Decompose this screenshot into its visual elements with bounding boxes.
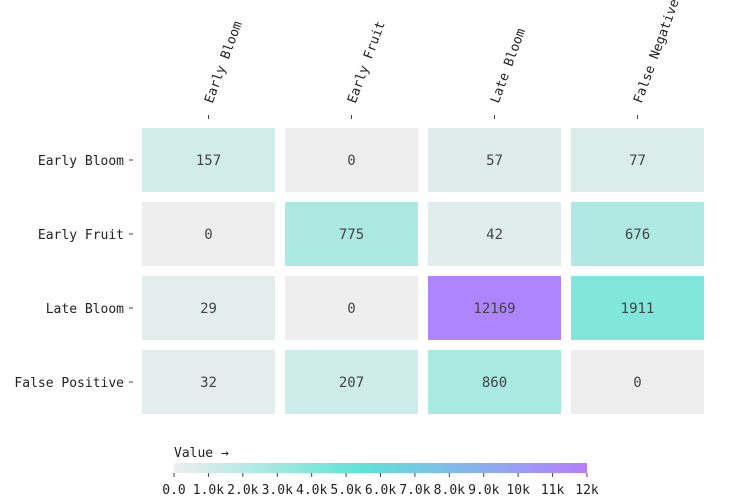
row-label-early-fruit: Early Fruit [38, 228, 124, 243]
color-legend-tick-label: 0.0 [162, 483, 185, 498]
color-legend-tick-label: 11k [541, 483, 565, 498]
heatmap-cell-early-bloom-late-bloom [428, 128, 561, 192]
color-legend-ticks: 0.0 1.0k 2.0k 3.0k 4.0k 5.0k 6.0k 7.0k 8.0k 9.0k 1… [162, 473, 599, 498]
cell-value-label: 1911 [621, 301, 655, 317]
heatmap-cell-late-bloom-false-negative [571, 276, 704, 340]
color-legend-tick-label: 1.0k [193, 483, 224, 498]
heatmap-cell-false-positive-late-bloom [428, 350, 561, 414]
color-legend-tick-label: 6.0k [365, 483, 396, 498]
heatmap-cell-false-positive-false-negative [571, 350, 704, 414]
heatmap-cell-early-fruit-early-fruit [285, 202, 418, 266]
heatmap-cell-early-fruit-early-bloom [142, 202, 275, 266]
cell-value-label: 0 [633, 375, 641, 391]
heatmap-cell-early-bloom-early-fruit [285, 128, 418, 192]
cell-value-label: 775 [339, 227, 364, 243]
color-legend-bar [174, 463, 587, 473]
cell-value-label: 77 [629, 153, 646, 169]
heatmap-cells: 157 0 57 77 0 775 42 676 29 0 12169 1911 32 207 860 0 [142, 128, 704, 414]
cell-value-label: 57 [486, 153, 503, 169]
cell-value-label: 0 [347, 301, 355, 317]
row-label-late-bloom: Late Bloom [46, 302, 124, 317]
color-legend: Value → 0.0 1.0k 2.0k 3.0k 4.0k 5.0k 6.0k 7.0k 8… [162, 446, 599, 498]
color-legend-tick-label: 12k [575, 483, 599, 498]
row-label-false-positive: False Positive [14, 376, 124, 391]
heatmap-cell-early-fruit-false-negative [571, 202, 704, 266]
row-label-early-bloom: Early Bloom [38, 154, 124, 169]
heatmap-cell-early-bloom-false-negative [571, 128, 704, 192]
color-legend-tick-label: 9.0k [468, 483, 499, 498]
color-legend-tick-label: 7.0k [399, 483, 430, 498]
cell-value-label: 32 [200, 375, 217, 391]
heatmap-cell-early-fruit-late-bloom [428, 202, 561, 266]
cell-value-label: 0 [204, 227, 212, 243]
column-label-early-bloom: Early Bloom [202, 19, 246, 105]
column-label-false-negative: False Negative [631, 0, 683, 105]
column-labels: Early Bloom Early Fruit Late Bloom False Ne… [202, 0, 683, 119]
color-legend-tick-label: 10k [506, 483, 530, 498]
row-labels: Early Bloom Early Fruit Late Bloom False Po… [14, 154, 133, 391]
cell-value-label: 0 [347, 153, 355, 169]
color-legend-tick-label: 3.0k [262, 483, 293, 498]
heatmap-cell-false-positive-early-fruit [285, 350, 418, 414]
heatmap-cell-false-positive-early-bloom [142, 350, 275, 414]
heatmap-cell-late-bloom-late-bloom [428, 276, 561, 340]
cell-value-label: 207 [339, 375, 364, 391]
color-legend-tick-label: 2.0k [227, 483, 258, 498]
cell-value-label: 860 [482, 375, 507, 391]
column-label-early-fruit: Early Fruit [345, 19, 389, 105]
column-label-late-bloom: Late Bloom [488, 27, 529, 106]
heatmap-cell-late-bloom-early-bloom [142, 276, 275, 340]
cell-value-label: 42 [486, 227, 503, 243]
color-legend-title: Value → [174, 446, 229, 461]
heatmap-cell-late-bloom-early-fruit [285, 276, 418, 340]
cell-value-label: 157 [196, 153, 221, 169]
heatmap-cell-early-bloom-early-bloom [142, 128, 275, 192]
color-legend-tick-label: 8.0k [434, 483, 465, 498]
cell-value-label: 29 [200, 301, 217, 317]
color-legend-tick-label: 5.0k [330, 483, 361, 498]
cell-value-label: 12169 [473, 301, 515, 317]
cell-value-label: 676 [625, 227, 650, 243]
color-legend-tick-label: 4.0k [296, 483, 327, 498]
